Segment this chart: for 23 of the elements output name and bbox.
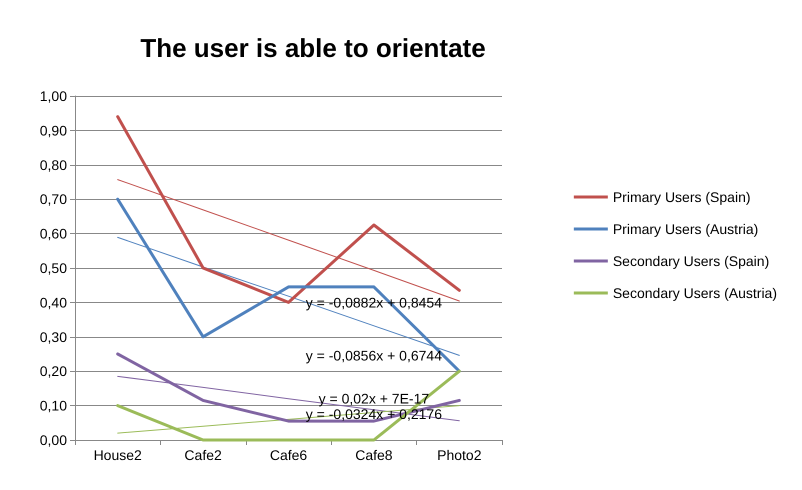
x-tick-label: Cafe8	[355, 447, 393, 463]
y-tick-label: 0,30	[40, 328, 68, 345]
x-tick-label: Cafe2	[184, 447, 222, 463]
y-tick-label: 0,20	[40, 363, 68, 380]
x-tick-label: House2	[94, 447, 142, 463]
x-tick-label: Cafe6	[270, 447, 308, 463]
y-tick-label: 0,80	[40, 156, 68, 173]
chart-title: The user is able to orientate	[140, 33, 486, 63]
annotation: y = -0,0856x + 0,6744	[306, 348, 442, 364]
legend-label: Secondary Users (Austria)	[612, 285, 778, 301]
y-tick-label: 0,00	[40, 432, 68, 448]
y-tick-label: 0,60	[40, 226, 68, 242]
line-series	[116, 198, 461, 373]
y-tick-label: 0,40	[40, 294, 68, 310]
legend-label: Primary Users (Spain)	[612, 189, 751, 205]
y-tick-label: 1,00	[40, 88, 68, 104]
y-tick-label: 0,90	[40, 122, 68, 138]
x-tick-label: Photo2	[437, 447, 482, 463]
y-tick-label: 0,10	[40, 398, 68, 414]
legend-label: Secondary Users (Spain)	[612, 253, 770, 269]
legend-label: Primary Users (Austria)	[612, 221, 758, 237]
y-tick-label: 0,70	[40, 191, 68, 208]
y-tick-label: 0,50	[40, 260, 68, 276]
